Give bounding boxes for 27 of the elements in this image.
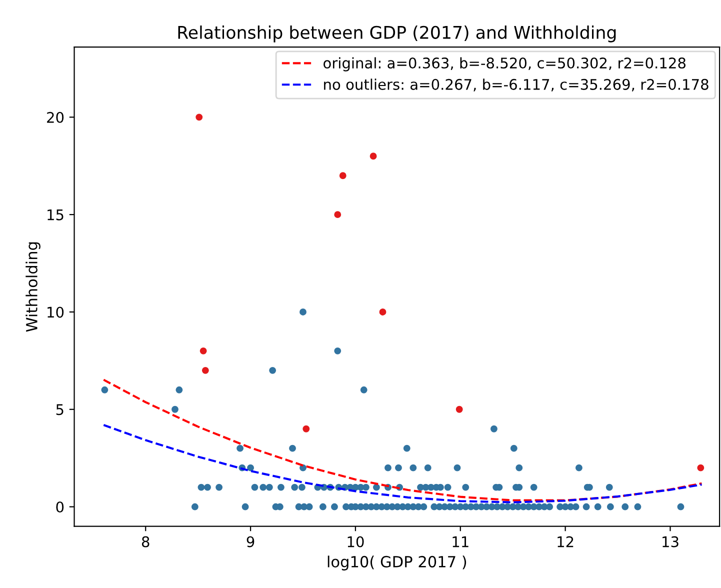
point [339, 172, 346, 180]
y-axis-title: Withholding [26, 242, 40, 332]
point [456, 406, 463, 413]
x-tick-label: 10 [348, 536, 364, 548]
point [302, 425, 310, 432]
y-tick-label: 10 [48, 306, 64, 318]
point [196, 114, 203, 121]
point [379, 308, 386, 316]
line-series [102, 378, 703, 502]
legend-label: original: a=0.363, b=-8.520, c=50.302, r2=0.128 [324, 57, 686, 72]
point [200, 347, 207, 354]
x-tick-label: 11 [452, 536, 468, 548]
chart-title: Relationship between GDP (2017) and Withholding [178, 26, 616, 42]
y-tick-label: 15 [48, 209, 64, 220]
point [370, 152, 377, 160]
y-tick-label: 20 [47, 112, 64, 123]
x-tick-label: 8 [142, 536, 150, 548]
y-tick-label: 0 [56, 501, 64, 513]
point [202, 366, 209, 374]
x-tick-label: 13 [662, 536, 678, 548]
x-tick-label: 9 [246, 536, 254, 548]
x-axis-title: log10( GDP 2017 ) [328, 556, 466, 570]
point [334, 211, 342, 218]
y-tick-label: 5 [56, 404, 64, 416]
point [697, 464, 704, 472]
x-tick-label: 12 [558, 536, 574, 548]
legend-label: no outliers: a=0.267, b=-6.117, c=35.269, r2=0.178 [324, 78, 708, 92]
